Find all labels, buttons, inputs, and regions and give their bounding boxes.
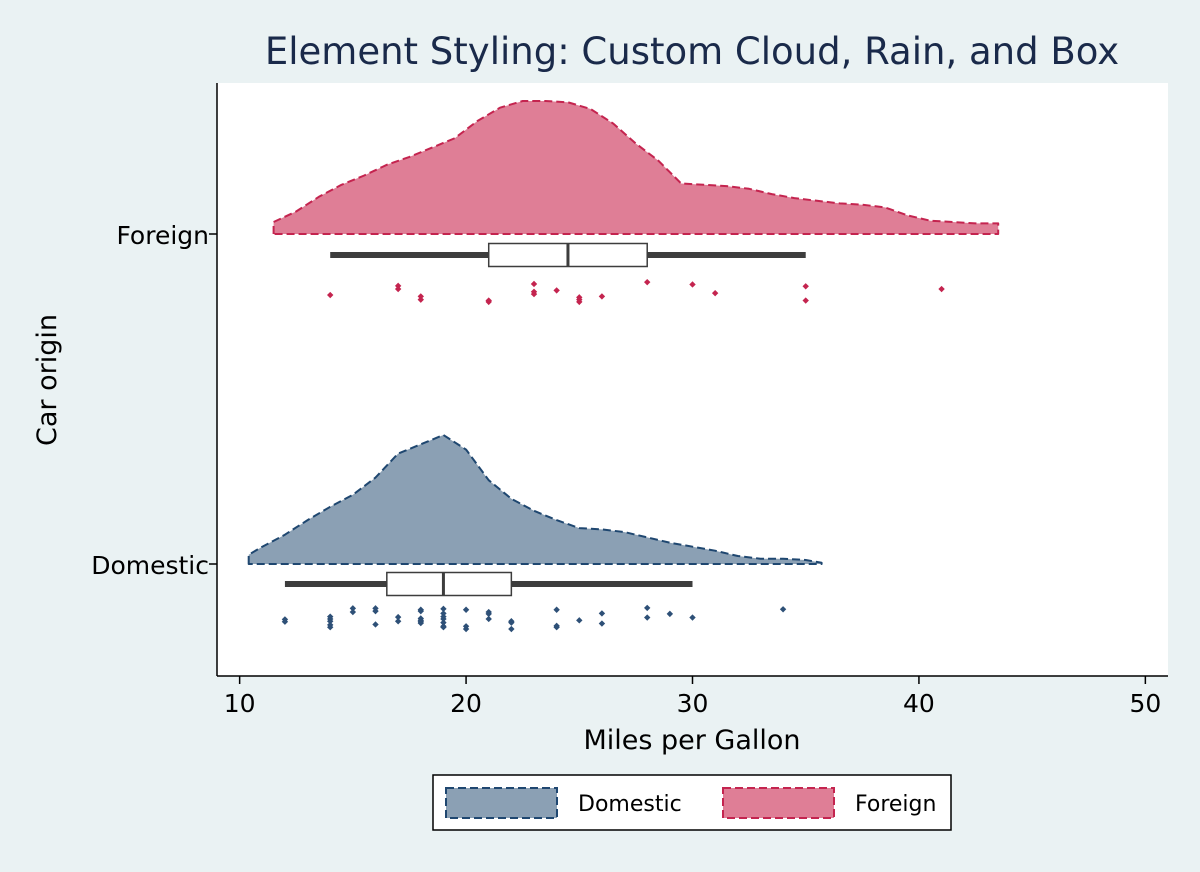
rain-point-domestic [462, 625, 470, 633]
rain-point-domestic [440, 610, 447, 617]
rain-point-domestic [372, 621, 379, 628]
rain-point-domestic [644, 614, 651, 621]
rain-point-domestic [666, 610, 674, 618]
rain-point-foreign [576, 298, 583, 306]
rain-point-foreign [530, 280, 538, 288]
rain-point-foreign [485, 298, 492, 306]
rain-point-domestic [779, 606, 787, 613]
x-tick-label: 50 [1129, 689, 1161, 718]
rain-point-domestic [417, 619, 424, 627]
rain-point-foreign [802, 297, 809, 304]
cloud-foreign [272, 100, 1000, 235]
rain-point-foreign [417, 296, 424, 303]
rain-point-domestic [598, 620, 606, 627]
rain-point-domestic [417, 607, 424, 615]
rain-point-domestic [689, 614, 696, 621]
rain-point-domestic [349, 608, 357, 616]
rain-point-domestic [508, 619, 515, 626]
cloud-domestic [247, 434, 823, 565]
rain-point-foreign [530, 290, 538, 298]
y-tick-label-domestic: Domestic [91, 551, 209, 580]
plot-marks [247, 100, 1000, 633]
rain-point-domestic [598, 610, 606, 617]
rain-point-foreign [394, 285, 402, 293]
rain-point-domestic [508, 625, 515, 633]
rain-point-foreign [417, 293, 424, 300]
x-tick-label: 10 [224, 689, 256, 718]
x-tick-label: 20 [450, 689, 482, 718]
rain-point-domestic [394, 618, 402, 625]
x-tick-label: 30 [677, 689, 709, 718]
legend-label-domestic: Domestic [578, 792, 682, 817]
rain-point-domestic [485, 615, 492, 623]
rain-point-domestic [327, 624, 334, 631]
rain-point-domestic [372, 607, 379, 615]
legend-swatch-foreign [722, 787, 835, 819]
chart-title: Element Styling: Custom Cloud, Rain, and… [265, 30, 1119, 73]
rain-point-foreign [644, 278, 651, 286]
rain-point-foreign [689, 281, 696, 288]
rain-point-domestic [281, 618, 289, 625]
rain-point-domestic [644, 604, 651, 612]
y-axis-title: Car origin [32, 314, 63, 446]
rain-point-domestic [440, 624, 447, 631]
rain-point-foreign [711, 289, 719, 297]
rain-point-domestic [440, 619, 447, 626]
rain-point-domestic [327, 618, 334, 625]
y-tick-label-foreign: Foreign [116, 221, 209, 250]
rain-point-domestic [440, 615, 447, 623]
box-domestic [386, 571, 513, 597]
rain-point-foreign [394, 282, 402, 290]
plot-area [217, 83, 1168, 676]
rain-point-domestic [553, 624, 560, 631]
legend-swatch-domestic [445, 787, 558, 819]
rain-point-domestic [576, 617, 583, 624]
axes: 10 20 30 40 50 Foreign Domestic [91, 83, 1168, 718]
rain-point-domestic [553, 606, 560, 613]
rain-point-foreign [327, 291, 334, 299]
x-axis-title: Miles per Gallon [583, 725, 800, 756]
x-tick-label: 40 [903, 689, 935, 718]
rain-point-foreign [598, 293, 606, 300]
rain-point-domestic [394, 613, 402, 621]
rain-point-domestic [349, 605, 357, 612]
rain-point-foreign [553, 287, 560, 294]
rain-point-foreign [938, 285, 945, 293]
rain-point-domestic [462, 606, 470, 613]
legend-label-foreign: Foreign [855, 792, 936, 817]
rain-point-domestic [485, 610, 492, 618]
rain-point-domestic [440, 605, 447, 613]
legend: Domestic Foreign [432, 774, 952, 831]
rain-point-foreign [802, 283, 809, 290]
